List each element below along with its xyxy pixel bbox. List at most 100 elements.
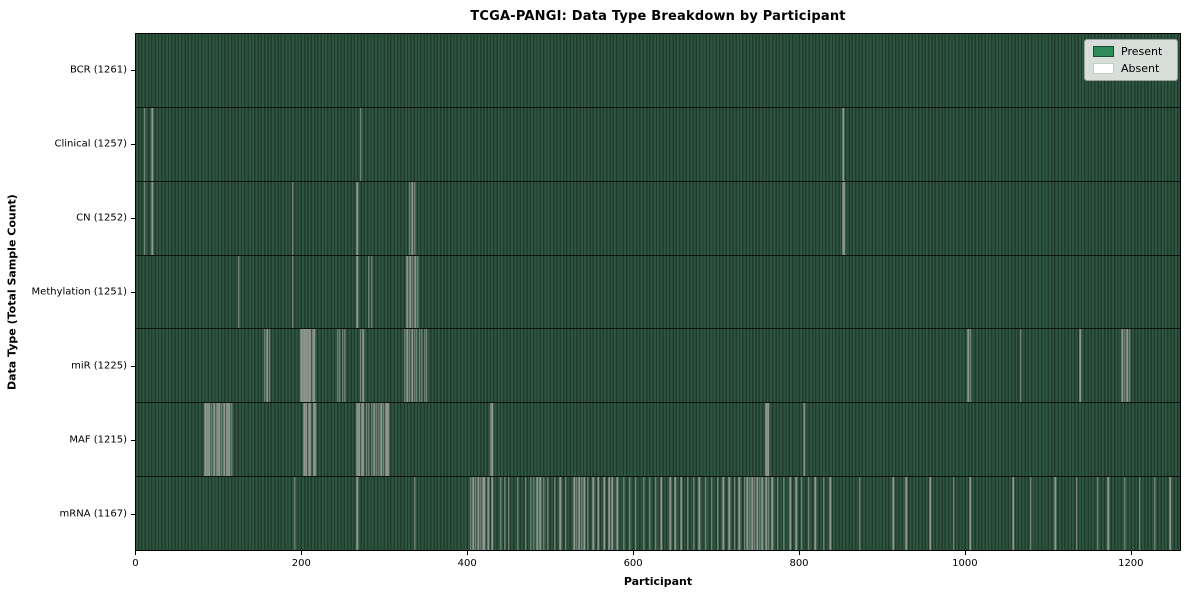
- absent-stripe: [344, 329, 346, 403]
- absent-stripe: [680, 477, 682, 551]
- absent-stripe: [266, 329, 268, 403]
- absent-stripe: [504, 477, 506, 551]
- x-tick-mark: [633, 551, 635, 555]
- absent-stripe: [213, 403, 215, 477]
- absent-stripe: [414, 255, 417, 329]
- x-tick-label: 800: [789, 558, 809, 569]
- legend: Present Absent: [1084, 39, 1178, 81]
- absent-stripe: [408, 181, 411, 255]
- y-tick-label: BCR (1261): [69, 64, 127, 76]
- absent-stripe: [842, 107, 845, 181]
- absent-stripe: [746, 477, 749, 551]
- absent-stripe: [687, 477, 689, 551]
- absent-stripe: [603, 477, 605, 551]
- absent-stripe: [654, 477, 657, 551]
- absent-stripe: [360, 403, 363, 477]
- absent-stripe: [771, 477, 773, 551]
- absent-stripe: [356, 255, 359, 329]
- absent-stripe: [508, 477, 510, 551]
- absent-stripe: [728, 477, 730, 551]
- absent-stripe: [339, 329, 341, 403]
- absent-stripe: [553, 477, 556, 551]
- legend-swatch-absent-icon: [1093, 63, 1114, 74]
- y-tick-mark: [131, 143, 135, 145]
- absent-stripe: [529, 477, 532, 551]
- absent-stripe: [1107, 477, 1110, 551]
- absent-stripe: [1124, 477, 1126, 551]
- absent-stripe: [608, 477, 610, 551]
- absent-stripe: [360, 329, 362, 403]
- absent-stripe: [385, 403, 388, 477]
- absent-stripe: [844, 181, 846, 255]
- y-tick-label: CN (1252): [76, 212, 127, 224]
- absent-stripe: [734, 477, 736, 551]
- x-tick-mark: [467, 551, 469, 555]
- absent-stripe: [801, 477, 803, 551]
- absent-stripe: [859, 477, 861, 551]
- absent-stripe: [416, 329, 418, 403]
- absent-stripe: [368, 403, 370, 477]
- absent-stripe: [692, 477, 695, 551]
- absent-stripe: [305, 329, 307, 403]
- absent-stripe: [623, 477, 625, 551]
- absent-stripe: [143, 107, 146, 181]
- x-tick-label: 400: [457, 558, 477, 569]
- absent-stripe: [362, 329, 364, 403]
- absent-stripe: [312, 403, 315, 477]
- plot-area: [135, 33, 1181, 551]
- absent-stripe: [356, 403, 359, 477]
- absent-stripe: [524, 477, 527, 551]
- absent-stripe: [952, 477, 955, 551]
- absent-stripe: [777, 477, 779, 551]
- x-tick-mark: [799, 551, 800, 555]
- absent-stripe: [592, 477, 595, 551]
- absent-stripe: [383, 403, 385, 477]
- absent-stripe: [211, 403, 213, 477]
- absent-stripe: [1054, 477, 1057, 551]
- absent-stripe: [1076, 477, 1078, 551]
- absent-stripe: [472, 477, 475, 551]
- absent-stripe: [413, 181, 416, 255]
- absent-stripe: [597, 477, 600, 551]
- absent-stripe: [761, 477, 764, 551]
- absent-stripe: [1096, 477, 1099, 551]
- absent-stripe: [380, 403, 383, 477]
- x-axis-label: Participant: [623, 575, 693, 588]
- absent-stripe: [303, 403, 306, 477]
- absent-stripe: [216, 403, 219, 477]
- absent-stripe: [1012, 477, 1014, 551]
- absent-stripe: [218, 403, 220, 477]
- absent-stripe: [536, 477, 538, 551]
- absent-stripe: [341, 329, 344, 403]
- absent-stripe: [660, 477, 662, 551]
- absent-stripe: [406, 329, 408, 403]
- absent-stripe: [1169, 477, 1172, 551]
- absent-stripe: [373, 403, 375, 477]
- x-tick-mark: [135, 551, 137, 555]
- absent-stripe: [418, 329, 421, 403]
- absent-stripe: [1029, 477, 1032, 551]
- absent-stripe: [722, 477, 725, 551]
- absent-stripe: [1019, 329, 1022, 403]
- absent-stripe: [807, 477, 810, 551]
- absent-stripe: [483, 477, 485, 551]
- absent-stripe: [358, 403, 360, 477]
- legend-label-absent: Absent: [1121, 62, 1160, 75]
- absent-stripe: [230, 403, 233, 477]
- absent-stripe: [269, 329, 271, 403]
- chart-title: TCGA-PANGI: Data Type Breakdown by Parti…: [470, 9, 846, 24]
- y-tick-label: Clinical (1257): [54, 138, 128, 150]
- absent-stripe: [151, 107, 153, 181]
- x-tick-label: 1000: [952, 558, 978, 569]
- absent-stripe: [356, 181, 359, 255]
- absent-stripe: [375, 403, 378, 477]
- absent-stripe: [490, 403, 492, 477]
- absent-stripe: [905, 477, 908, 551]
- absent-stripe: [374, 403, 376, 477]
- absent-stripe: [581, 477, 583, 551]
- absent-stripe: [312, 329, 314, 403]
- x-tick-label: 0: [132, 558, 139, 569]
- absent-stripe: [738, 477, 740, 551]
- absent-stripe: [313, 329, 316, 403]
- absent-stripe: [822, 477, 825, 551]
